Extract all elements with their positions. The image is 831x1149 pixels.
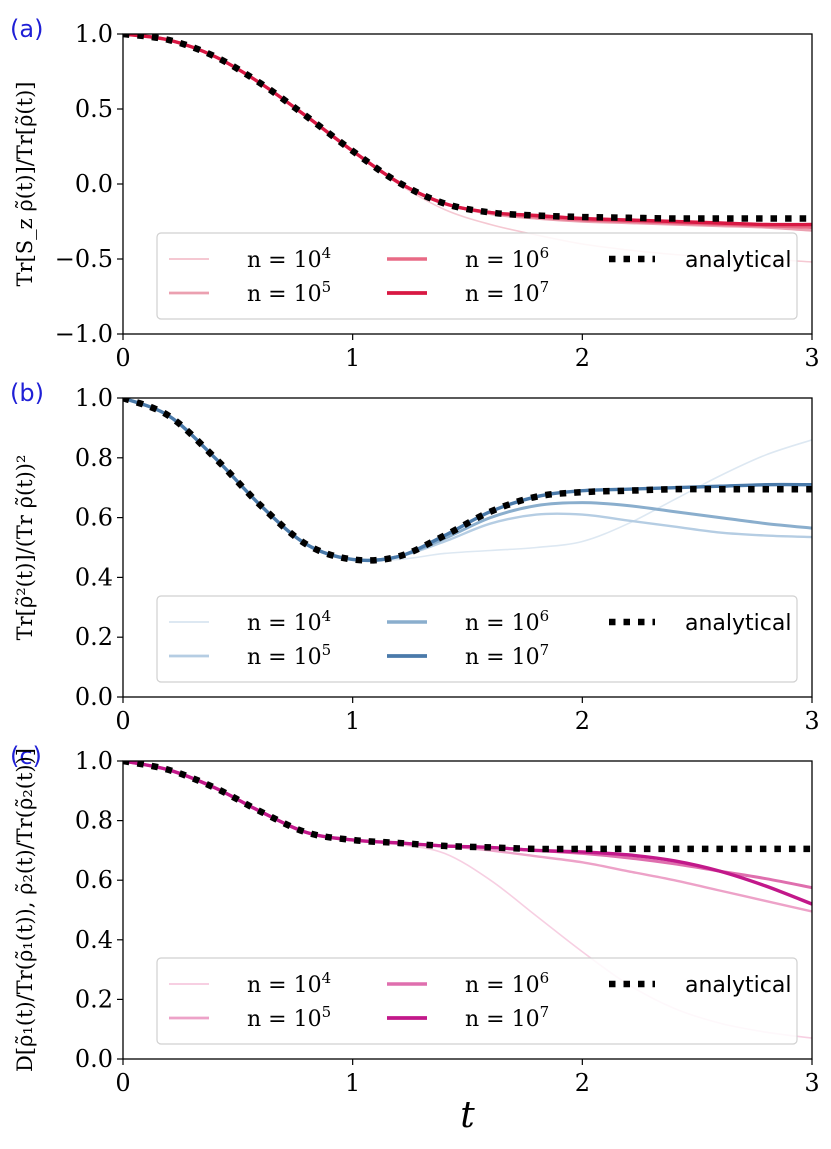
legend-label-base: n = 10 [247, 645, 322, 670]
legend-box [156, 957, 798, 1045]
legend-label-n6: n = 106 [465, 969, 549, 998]
legend-label-base: n = 10 [247, 282, 322, 307]
x-tick-label: 1 [345, 1069, 360, 1097]
x-tick-label: 0 [115, 344, 130, 372]
legend-label-n4: n = 104 [247, 607, 331, 636]
legend-label-n4: n = 104 [247, 969, 331, 998]
x-tick-label: 2 [575, 344, 590, 372]
legend-label-exponent: 5 [322, 278, 332, 296]
series-group [123, 398, 812, 564]
y-tick-label: 0.0 [75, 1045, 113, 1073]
legend-label-base: n = 10 [465, 1007, 540, 1032]
series-line-n7 [123, 34, 812, 227]
legend-label-base: n = 10 [465, 973, 540, 998]
panel-c: 0 1 2 3 0.0 0.2 0.4 0.6 0.8 1.0 (c)D[ρ̃₁(t)/Tr(ρ̃₁… [10, 742, 820, 1136]
x-tick-label: 3 [804, 344, 819, 372]
y-tick-label: 0.5 [75, 95, 113, 123]
x-tick-label: 2 [575, 1069, 590, 1097]
series-analytical-line [123, 34, 812, 222]
series-line-n7 [123, 761, 812, 906]
legend-label-n6: n = 106 [465, 244, 549, 273]
x-tick-label: 3 [804, 707, 819, 735]
series-line-n5 [123, 398, 812, 562]
legend-label-exponent: 4 [322, 969, 332, 987]
legend-label-n5: n = 105 [247, 1003, 331, 1032]
y-tick-label: 1.0 [75, 747, 113, 775]
legend-label-exponent: 7 [540, 1003, 550, 1021]
y-tick-label: 0.4 [75, 926, 113, 954]
y-tick-label: 0.8 [75, 444, 113, 472]
x-tick-label: 3 [804, 1069, 819, 1097]
y-tick-label: 1.0 [75, 20, 113, 48]
panel-label: (b) [10, 379, 44, 407]
legend-label-base: n = 10 [247, 611, 322, 636]
panel-label: (c) [10, 742, 42, 770]
series-analytical-line [123, 761, 812, 853]
y-tick-label: 0.6 [75, 866, 113, 894]
legend-label-base: n = 10 [465, 645, 540, 670]
y-tick-label: −0.5 [55, 245, 113, 273]
legend-label-base: n = 10 [465, 282, 540, 307]
series-group [123, 761, 812, 1039]
legend-label-exponent: 6 [540, 607, 550, 625]
legend-label-base: n = 10 [247, 1007, 322, 1032]
legend-label-exponent: 4 [322, 244, 332, 262]
series-line-n6 [123, 398, 812, 562]
legend-label-base: n = 10 [247, 248, 322, 273]
series-group [123, 34, 812, 263]
y-tick-label: 0.8 [75, 807, 113, 835]
axes-frame [122, 760, 813, 1060]
legend-label-exponent: 6 [540, 244, 550, 262]
y-tick-label: 0.2 [75, 985, 113, 1013]
x-axis-label: t [460, 1095, 475, 1136]
legend-label-analytical: analytical [685, 248, 791, 273]
x-tick-label: 2 [575, 707, 590, 735]
axes-frame [122, 397, 813, 698]
y-tick-label: 0.6 [75, 504, 113, 532]
legend-label-n6: n = 106 [465, 607, 549, 636]
legend-label-n7: n = 107 [465, 1003, 549, 1032]
legend-label-n5: n = 105 [247, 278, 331, 307]
series-line-n7 [123, 398, 812, 563]
legend-label-n4: n = 104 [247, 244, 331, 273]
x-tick-label: 0 [115, 707, 130, 735]
y-axis-label: Tr[S_z ρ̃(t)]/Tr[ρ̃(t)] [13, 82, 37, 287]
legend-label-base: n = 10 [247, 973, 322, 998]
x-tick-label: 1 [345, 707, 360, 735]
legend-label-analytical: analytical [685, 611, 791, 636]
legend-label-n7: n = 107 [465, 641, 549, 670]
y-tick-label: 0.2 [75, 623, 113, 651]
series-line-n4 [123, 34, 812, 263]
series-line-n5 [123, 761, 812, 913]
legend-label-exponent: 7 [540, 641, 550, 659]
legend-box [156, 595, 798, 683]
series-analytical-line [123, 398, 812, 564]
x-tick-label: 1 [345, 344, 360, 372]
y-tick-label: 0.4 [75, 563, 113, 591]
panel-b: 0 1 2 3 0.0 0.2 0.4 0.6 0.8 1.0 (b) Tr[ρ̃²(t)]/(Tr … [10, 379, 820, 735]
legend-label-exponent: 5 [322, 641, 332, 659]
legend-label-n5: n = 105 [247, 641, 331, 670]
legend-label-base: n = 10 [465, 611, 540, 636]
legend-label-exponent: 5 [322, 1003, 332, 1021]
x-tick-label: 0 [115, 1069, 130, 1097]
panel-a: 0 1 2 3 −1.0 −0.5 0.0 0.5 1.0 (a) Tr[S_z ρ̃(t)]/Tr… [10, 15, 820, 372]
y-axis-label: D[ρ̃₁(t)/Tr(ρ̃₁(t)), ρ̃₂(t)/Tr(ρ̃₂(t))] [13, 748, 37, 1072]
legend-label-base: n = 10 [465, 248, 540, 273]
panel-label: (a) [10, 15, 43, 43]
legend-label-analytical: analytical [685, 973, 791, 998]
legend-label-exponent: 4 [322, 607, 332, 625]
y-tick-label: 1.0 [75, 384, 113, 412]
legend-label-n7: n = 107 [465, 278, 549, 307]
y-tick-label: 0.0 [75, 683, 113, 711]
y-tick-label: 0.0 [75, 170, 113, 198]
legend-box [156, 232, 798, 320]
series-line-n4 [123, 398, 812, 562]
y-axis-label: Tr[ρ̃²(t)]/(Tr ρ̃(t))² [13, 455, 37, 641]
legend-label-exponent: 6 [540, 969, 550, 987]
legend-label-exponent: 7 [540, 278, 550, 296]
y-tick-label: −1.0 [55, 320, 113, 348]
